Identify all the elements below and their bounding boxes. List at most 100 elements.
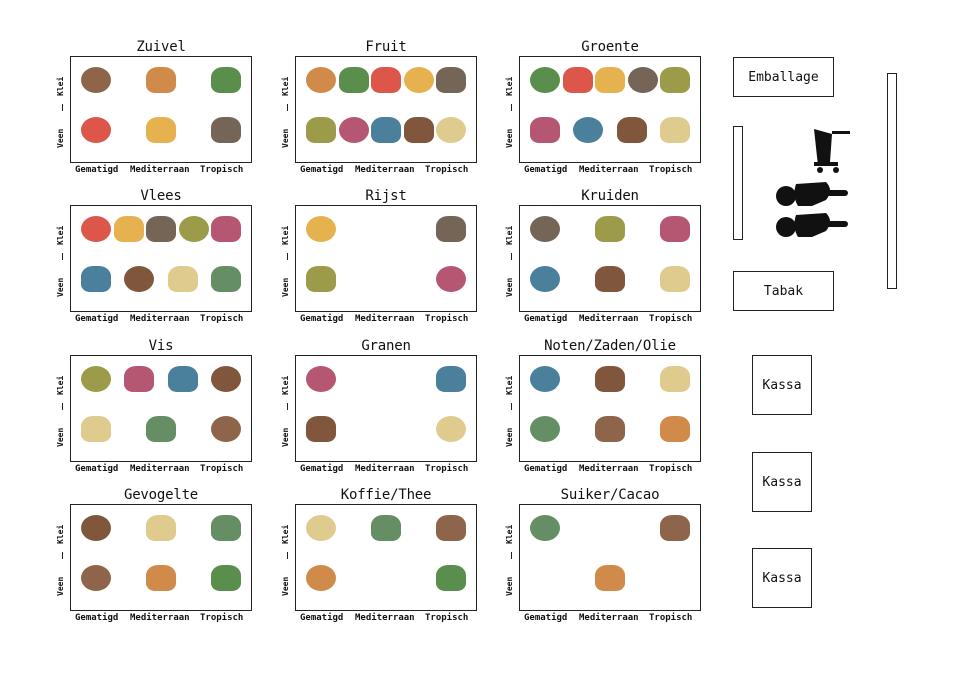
orange-icon [371, 67, 401, 93]
panel-title: Vlees [140, 188, 182, 204]
carp-icon [167, 366, 198, 392]
y-label-klei: Klei [56, 225, 65, 245]
sheep-icon [81, 117, 111, 143]
x-label-0: Gematigd [75, 613, 119, 623]
x-label-0: Gematigd [524, 314, 568, 324]
panel-title: Granen [361, 338, 411, 354]
kassa-box-3: Kassa [752, 548, 812, 608]
coffee-bean-icon [436, 515, 466, 541]
x-label-1: Mediterraan [579, 314, 639, 324]
x-label-2: Tropisch [425, 613, 469, 623]
x-label-0: Gematigd [524, 464, 568, 474]
x-label-1: Mediterraan [355, 464, 415, 474]
y-label-klei: Klei [56, 76, 65, 96]
brown-rice-icon [436, 216, 466, 242]
category-panel [70, 504, 252, 611]
clove-icon [660, 216, 690, 242]
y-tick [62, 552, 63, 559]
y-label-veen: Veen [281, 576, 290, 596]
x-label-2: Tropisch [425, 464, 469, 474]
black-tea-icon [371, 515, 401, 541]
goose-icon [146, 515, 176, 541]
white-rice-icon [436, 266, 466, 292]
sugar-beet-icon [530, 515, 560, 541]
y-label-klei: Klei [505, 524, 514, 544]
herring-icon [81, 416, 111, 442]
yam-icon [627, 67, 658, 93]
x-label-1: Mediterraan [355, 613, 415, 623]
x-label-2: Tropisch [649, 165, 693, 175]
yak-icon [146, 117, 176, 143]
cow-icon [81, 216, 111, 242]
flour-icon [436, 416, 466, 442]
x-label-2: Tropisch [200, 314, 244, 324]
x-label-1: Mediterraan [130, 314, 190, 324]
goat-icon [211, 266, 241, 292]
x-label-0: Gematigd [300, 165, 344, 175]
y-label-klei: Klei [281, 225, 290, 245]
panel-title: Vis [148, 338, 174, 354]
panel-title: Kruiden [581, 188, 639, 204]
palm-fruit-icon [660, 416, 690, 442]
kangaroo-icon [167, 266, 198, 292]
x-label-0: Gematigd [300, 613, 344, 623]
cashew-icon [660, 366, 690, 392]
y-label-veen: Veen [505, 128, 514, 148]
x-label-2: Tropisch [200, 613, 244, 623]
partridge-icon [211, 515, 241, 541]
x-label-0: Gematigd [75, 165, 119, 175]
x-label-2: Tropisch [200, 165, 244, 175]
mango-icon [338, 117, 369, 143]
oats-icon [306, 416, 336, 442]
millet-icon [436, 366, 466, 392]
y-label-veen: Veen [281, 427, 290, 447]
y-label-veen: Veen [56, 277, 65, 297]
tea-leaf-icon [306, 515, 336, 541]
tabak-box: Tabak [733, 271, 834, 311]
yak-icon [124, 266, 155, 292]
olive-icon [530, 416, 560, 442]
y-label-klei: Klei [505, 225, 514, 245]
x-label-2: Tropisch [425, 314, 469, 324]
y-label-veen: Veen [505, 576, 514, 596]
y-label-klei: Klei [281, 375, 290, 395]
banana-icon [371, 117, 401, 143]
buffalo-icon [146, 67, 176, 93]
y-label-klei: Klei [281, 524, 290, 544]
y-tick [287, 552, 288, 559]
cucumber-icon [660, 67, 690, 93]
panel-title: Fruit [365, 39, 407, 55]
basil-icon [530, 266, 560, 292]
x-label-1: Mediterraan [355, 165, 415, 175]
y-label-veen: Veen [281, 277, 290, 297]
apple-icon [436, 67, 466, 93]
bull-icon [211, 67, 241, 93]
aisle-divider-left [733, 126, 743, 240]
turkey-icon [146, 565, 176, 591]
category-panel [70, 56, 252, 163]
bull-icon [211, 216, 241, 242]
x-label-0: Gematigd [75, 464, 119, 474]
y-tick [287, 104, 288, 111]
category-panel [295, 504, 477, 611]
category-panel [519, 355, 701, 462]
kassa-label-1: Kassa [762, 377, 802, 393]
category-panel [519, 504, 701, 611]
emballage-label: Emballage [748, 69, 819, 85]
rice-icon [306, 266, 336, 292]
kassa-box-1: Kassa [752, 355, 812, 415]
aisle-divider-right [887, 73, 897, 289]
chili-icon [660, 266, 690, 292]
grapes-icon [306, 117, 336, 143]
lettuce-icon [530, 117, 560, 143]
y-label-klei: Klei [505, 76, 514, 96]
x-label-2: Tropisch [649, 314, 693, 324]
panel-title: Rijst [365, 188, 407, 204]
herb-icon [530, 216, 560, 242]
pear-icon [338, 67, 369, 93]
kassa-label-2: Kassa [762, 474, 802, 490]
x-label-1: Mediterraan [579, 165, 639, 175]
y-label-klei: Klei [281, 76, 290, 96]
goat-icon [211, 117, 241, 143]
panel-title: Zuivel [136, 39, 186, 55]
